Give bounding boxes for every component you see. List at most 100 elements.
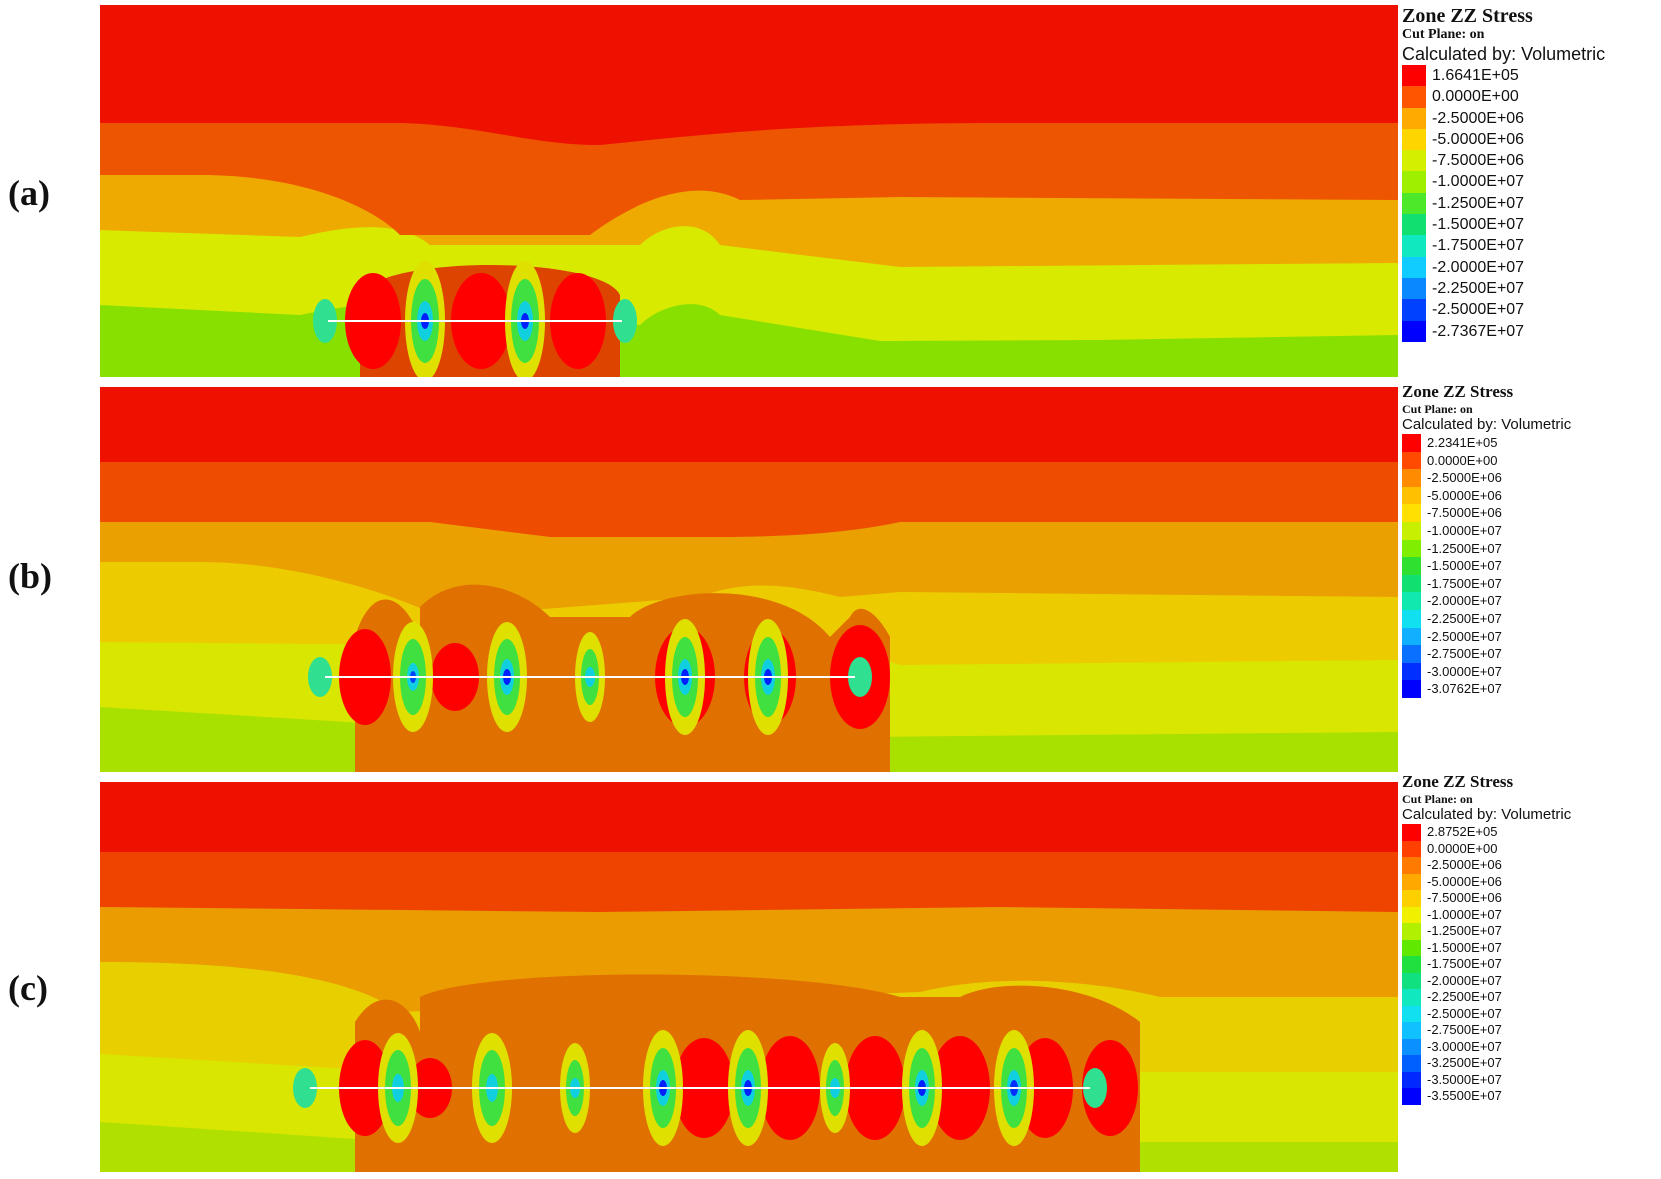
legend-calculated-by: Calculated by: Volumetric [1402,806,1572,823]
legend-swatch [1402,150,1426,172]
legend-swatch [1402,320,1426,342]
legend-entry: -2.5000E+06 [1402,107,1605,129]
legend-entry: -2.0000E+07 [1402,256,1605,278]
legend-swatch [1402,972,1421,989]
legend-swatch [1402,592,1421,610]
legend-value: 0.0000E+00 [1427,840,1498,856]
panel-a: (a) [0,0,1661,385]
legend-entry: -3.0000E+07 [1402,1038,1571,1055]
legend-value: -3.0000E+07 [1427,663,1502,679]
legend-title: Zone ZZ Stress [1402,5,1533,27]
legend-swatch [1402,574,1421,593]
legend-swatch [1402,451,1421,470]
legend-value: -2.0000E+07 [1427,593,1502,609]
legend-swatch [1402,434,1421,452]
legend-entry: -2.5000E+06 [1402,469,1571,487]
panel-b: (b) [0,382,1661,777]
panel-label: (b) [8,556,52,596]
legend-entry: -3.0000E+07 [1402,662,1571,681]
legend-swatch [1402,192,1426,215]
legend-entry: -1.2500E+07 [1402,539,1571,558]
legend-entry: -7.5000E+06 [1402,504,1571,522]
legend-entry: -1.7500E+07 [1402,956,1571,973]
legend-swatch [1402,627,1421,646]
panel-label: (c) [8,968,48,1008]
legend-value: -1.5000E+07 [1427,558,1502,574]
legend-title: Zone ZZ Stress [1402,772,1514,791]
legend-entry: -1.0000E+07 [1402,521,1571,540]
legend-cut-plane: Cut Plane: on [1402,402,1473,416]
legend-swatch [1402,662,1421,681]
legend-swatch [1402,86,1426,108]
legend-swatch [1402,469,1421,487]
legend-entry: 0.0000E+00 [1402,451,1571,470]
legend-value: -2.5000E+07 [1427,628,1502,644]
legend-value: -1.5000E+07 [1427,939,1502,955]
legend-value: -2.2500E+07 [1427,989,1502,1004]
legend-entry: -1.0000E+07 [1402,171,1605,193]
legend-swatch [1402,299,1426,321]
legend-entry: -1.7500E+07 [1402,235,1605,257]
legend-entry: -3.2500E+07 [1402,1055,1571,1072]
legend-swatch [1402,873,1421,890]
legend-swatch [1402,504,1421,522]
legend-swatch [1402,557,1421,575]
legend-entry: -7.5000E+06 [1402,890,1571,907]
legend-entry: -2.7500E+07 [1402,1022,1571,1039]
legend-entry: -3.5500E+07 [1402,1088,1571,1105]
legend-swatch [1402,1055,1421,1072]
legend-title: Zone ZZ Stress [1402,382,1514,401]
legend-value: 0.0000E+00 [1432,88,1519,106]
legend-entry: -2.5000E+07 [1402,1005,1571,1022]
legend-value: -2.7500E+07 [1427,1022,1502,1037]
legend-entry: -1.5000E+07 [1402,214,1605,236]
legend-entry: -7.5000E+06 [1402,150,1605,172]
legend-swatch [1402,65,1426,87]
legend-entry: 1.6641E+05 [1402,65,1605,87]
legend-swatch [1402,824,1421,841]
legend-value: 1.6641E+05 [1432,67,1519,84]
legend: Zone ZZ Stress Cut Plane: on Calculated … [1402,772,1571,1105]
legend-scale: 1.6641E+05 0.0000E+00 -2.5000E+06 -5.0000E+… [1402,65,1605,342]
legend: Zone ZZ Stress Cut Plane: on Calculated … [1402,382,1571,698]
legend-swatch [1402,128,1426,151]
legend-value: -1.7500E+07 [1427,575,1502,591]
legend-swatch [1402,1038,1421,1055]
legend-value: -5.0000E+06 [1432,130,1525,148]
legend-entry: 0.0000E+00 [1402,840,1571,857]
legend-entry: -5.0000E+06 [1402,873,1571,890]
legend-value: -5.0000E+06 [1427,873,1502,889]
legend-value: -3.2500E+07 [1427,1055,1502,1070]
legend-value: -3.5500E+07 [1427,1088,1502,1103]
legend-value: -2.7367E+07 [1432,322,1525,340]
legend-entry: -2.2500E+07 [1402,989,1571,1006]
legend-value: -2.5000E+06 [1432,109,1525,127]
legend-entry: 2.8752E+05 [1402,824,1571,841]
legend-swatch [1402,539,1421,558]
stress-contour-plot [100,782,1398,1172]
legend-value: 2.2341E+05 [1427,435,1498,450]
legend-entry: -5.0000E+06 [1402,128,1605,151]
legend-entry: -2.5000E+07 [1402,299,1605,321]
legend-entry: -1.2500E+07 [1402,923,1571,940]
legend-calculated-by: Calculated by: Volumetric [1402,44,1606,64]
legend-swatch [1402,989,1421,1006]
legend-value: -2.2500E+07 [1427,610,1502,626]
legend-entry: -3.0762E+07 [1402,680,1571,698]
legend-entry: 0.0000E+00 [1402,86,1605,108]
legend-swatch [1402,235,1426,257]
legend-swatch [1402,214,1426,236]
legend-value: -1.2500E+07 [1432,194,1525,212]
legend-value: -2.0000E+07 [1432,258,1525,276]
legend-scale: 2.8752E+05 0.0000E+00 -2.5000E+06 -5.0000E+… [1402,824,1571,1105]
legend-swatch [1402,609,1421,628]
legend-entry: -2.5000E+06 [1402,857,1571,874]
legend-value: -2.5000E+07 [1432,301,1525,319]
panel-c: (c) [0,772,1661,1179]
legend-swatch [1402,256,1426,278]
panel-label: (a) [8,173,50,213]
legend-entry: -5.0000E+06 [1402,486,1571,505]
legend-swatch [1402,277,1426,300]
legend-entry: -2.5000E+07 [1402,627,1571,646]
legend-value: -2.0000E+07 [1427,972,1502,988]
